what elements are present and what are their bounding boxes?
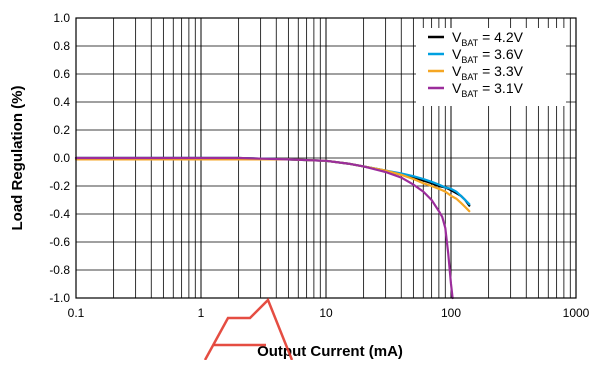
series-line-3 bbox=[74, 158, 471, 213]
x-tick-labels: 0.1 1 10 100 1000 bbox=[68, 306, 590, 320]
legend-entry: VBAT = 3.3V bbox=[452, 63, 524, 82]
watermark-stamp bbox=[203, 297, 294, 361]
y-tick-labels: 1.0 0.8 0.6 0.4 0.2 0.0 -0.2 -0.4 -0.6 -0.8 -1.0 bbox=[49, 11, 70, 305]
legend-subscript: BAT bbox=[461, 55, 478, 65]
series-line-2 bbox=[74, 156, 471, 206]
legend-entry: VBAT = 4.2V bbox=[452, 29, 524, 48]
legend-subscript: BAT bbox=[461, 38, 478, 48]
legend-subscript: BAT bbox=[461, 89, 478, 99]
plot-frame bbox=[75, 17, 577, 299]
y-tick-label: -1.0 bbox=[49, 291, 70, 305]
legend-value: = 3.3V bbox=[478, 63, 523, 79]
y-tick-label: 0.4 bbox=[53, 95, 70, 109]
legend-var: V bbox=[452, 63, 462, 79]
legend-var: V bbox=[452, 80, 462, 96]
y-tick-label: -0.8 bbox=[49, 263, 70, 277]
series-line-4 bbox=[74, 156, 454, 300]
y-tick-label: -0.6 bbox=[49, 235, 70, 249]
y-tick-label: 0.2 bbox=[53, 123, 70, 137]
legend-value: = 4.2V bbox=[478, 29, 523, 45]
y-tick-label: -0.2 bbox=[49, 179, 70, 193]
legend-entry: VBAT = 3.1V bbox=[452, 80, 524, 99]
x-tick-label: 1000 bbox=[563, 306, 590, 320]
y-tick-label: 1.0 bbox=[53, 11, 70, 25]
y-tick-label: 0.0 bbox=[53, 151, 70, 165]
y-axis-title: Load Regulation (%) bbox=[9, 86, 26, 231]
legend-subscript: BAT bbox=[461, 72, 478, 82]
legend-box bbox=[416, 28, 566, 106]
series-lines bbox=[74, 156, 471, 300]
x-axis-title: Output Current (mA) bbox=[257, 343, 403, 360]
legend-value: = 3.1V bbox=[478, 80, 523, 96]
legend-value: = 3.6V bbox=[478, 46, 523, 62]
x-tick-label: 0.1 bbox=[68, 306, 85, 320]
legend-var: V bbox=[452, 46, 462, 62]
x-tick-label: 10 bbox=[319, 306, 333, 320]
x-tick-label: 1 bbox=[198, 306, 205, 320]
x-tick-label: 100 bbox=[441, 306, 461, 320]
legend-var: V bbox=[452, 29, 462, 45]
y-tick-label: 0.8 bbox=[53, 39, 70, 53]
y-tick-label: -0.4 bbox=[49, 207, 70, 221]
y-tick-label: 0.6 bbox=[53, 67, 70, 81]
legend-entry: VBAT = 3.6V bbox=[452, 46, 524, 65]
